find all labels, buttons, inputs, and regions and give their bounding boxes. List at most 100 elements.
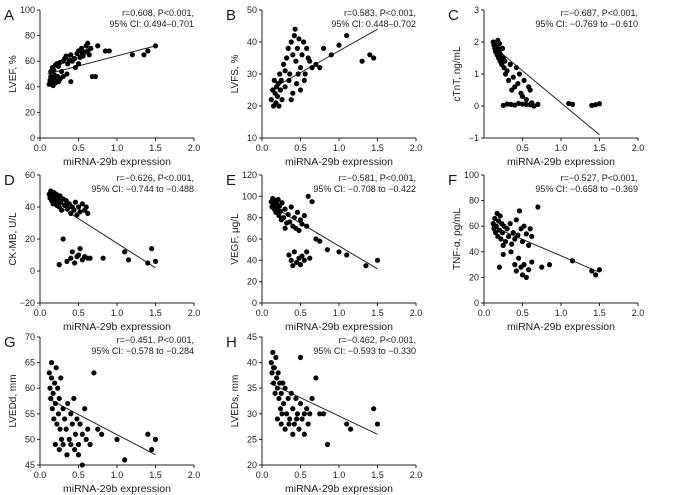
data-point [529, 259, 535, 265]
data-point [317, 238, 323, 244]
y-tick-label: 80 [469, 196, 479, 206]
data-point [282, 225, 288, 231]
data-point [512, 84, 518, 90]
data-point [68, 52, 74, 58]
trend-line [491, 44, 600, 136]
data-point [275, 81, 281, 87]
y-tick-label: 20 [247, 101, 257, 111]
data-point [507, 61, 513, 67]
x-axis-label: miRNA-29b expression [507, 156, 615, 168]
data-point [374, 421, 381, 427]
y-tick-label: 30 [247, 69, 257, 79]
y-axis-label: CK-MB, U/L [8, 212, 19, 266]
data-point [91, 370, 97, 376]
data-point [88, 45, 94, 52]
data-point [277, 406, 284, 412]
data-point [288, 97, 294, 103]
data-point [276, 103, 282, 109]
data-point [69, 249, 75, 255]
data-point [63, 198, 69, 204]
stat-annotation: r=−0.687, P<0.001, [561, 8, 638, 18]
trend-line [269, 382, 378, 435]
data-point [100, 255, 106, 261]
data-point [279, 97, 285, 103]
y-tick-label: 20 [25, 107, 35, 117]
data-point [500, 251, 506, 257]
data-point [294, 209, 301, 215]
panel-c: −1 0 1 2 3 0.5 1.0 1.5 2.0 miRNA-29b expression cT… [448, 5, 644, 168]
y-tick-label: 20 [247, 460, 257, 470]
data-point [301, 431, 307, 437]
data-point [55, 385, 61, 391]
data-point [304, 223, 310, 229]
x-axis-label: miRNA-29b expression [63, 321, 171, 333]
y-tick-label: 40 [25, 202, 35, 212]
data-point [48, 395, 54, 402]
data-point [276, 395, 282, 402]
y-tick-label: 0 [474, 298, 479, 308]
y-tick-label: 100 [20, 5, 35, 15]
data-point [292, 26, 298, 32]
y-tick-label: 80 [25, 31, 35, 41]
data-point [501, 65, 507, 71]
data-point [79, 201, 85, 207]
data-point [374, 257, 381, 263]
data-point [527, 87, 533, 93]
panel-g: 45 50 55 60 65 70 0.0 0.5 1.0 1.5 2.0 miRNA-29b exp… [4, 332, 200, 495]
data-point [371, 406, 377, 412]
x-tick-label: 1.0 [333, 143, 346, 153]
data-point [371, 55, 377, 61]
data-point [54, 421, 60, 427]
stat-annotation: r=0.608, P<0.001, [122, 8, 194, 18]
data-point [280, 215, 287, 221]
data-point [523, 231, 529, 237]
stat-annotation: r=−0.462, P<0.001, [339, 335, 416, 345]
data-point [47, 385, 53, 391]
data-point [79, 50, 85, 57]
y-tick-label: −1 [469, 133, 479, 143]
data-point [51, 67, 57, 73]
data-point [288, 39, 294, 45]
data-point [75, 204, 82, 210]
y-axis-label: LVEDs, mm [230, 375, 241, 428]
data-point [87, 255, 93, 261]
data-point [328, 52, 334, 58]
data-point [71, 395, 77, 402]
y-axis-label: VEGF, μg/L [230, 213, 241, 265]
data-point [268, 97, 274, 103]
x-tick-label: 1.5 [371, 470, 384, 480]
x-tick-label: 0.5 [516, 143, 529, 153]
data-point [510, 74, 516, 80]
data-point [48, 375, 55, 381]
panel-e: 0 20 40 60 80 100 120 0.0 0.5 1.0 1.5 2.0 miRNA-29b … [226, 170, 422, 333]
data-point [152, 258, 159, 264]
panel-a: 0 20 40 60 80 100 0.0 0.5 1.0 1.5 2.0 miRNA-29b exp… [4, 5, 200, 168]
data-point [523, 101, 529, 107]
data-point [57, 426, 63, 432]
data-point [63, 426, 69, 432]
stat-annotation: 95% CI: 0.448–0.702 [331, 19, 416, 29]
data-point [58, 68, 65, 75]
data-point [129, 52, 135, 58]
data-point [145, 431, 151, 437]
data-point [299, 52, 305, 58]
data-point [293, 395, 299, 402]
data-point [291, 33, 297, 39]
data-point [502, 58, 508, 64]
data-point [288, 204, 294, 210]
data-point [519, 101, 526, 107]
data-point [69, 421, 75, 427]
x-tick-label: 0.0 [256, 308, 269, 318]
panel-label: A [4, 7, 14, 24]
stat-annotation: 95% CI: −0.769 to −0.610 [535, 19, 638, 29]
data-point [596, 101, 603, 107]
data-point [304, 249, 310, 255]
y-tick-label: −20 [20, 298, 35, 308]
data-point [305, 421, 311, 427]
data-point [58, 375, 64, 381]
data-point [294, 259, 300, 266]
x-tick-label: 1.5 [593, 143, 606, 153]
data-point [62, 202, 68, 208]
data-point [500, 242, 506, 248]
data-point [521, 262, 527, 268]
